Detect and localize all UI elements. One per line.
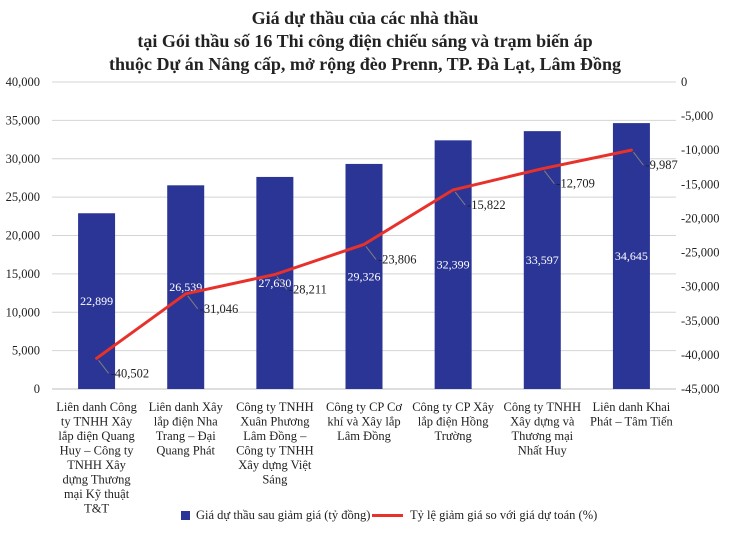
bar-value-label: 22,899 xyxy=(80,294,113,308)
line-series xyxy=(95,148,633,360)
bar-value-label: 27,630 xyxy=(258,276,291,290)
category-label-line: Công ty CP Xây xyxy=(412,400,495,414)
chart-title-line-1: Giá dự thầu của các nhà thầu xyxy=(252,8,479,28)
bar xyxy=(612,123,650,390)
leader-line xyxy=(187,295,199,310)
line-value-label: -31,046 xyxy=(200,302,239,316)
right-tick-label: -15,000 xyxy=(681,177,720,191)
category-label: Công ty TNHH Xuân Phương Lâm Đồng – Công ty… xyxy=(236,400,314,487)
right-tick-label: -35,000 xyxy=(681,314,720,328)
right-tick-label: -10,000 xyxy=(681,143,720,157)
bar xyxy=(256,176,294,389)
category-label-line: lắp điện Quang xyxy=(58,429,135,443)
leader-line xyxy=(98,360,109,374)
category-label-line: Công ty TNHH xyxy=(236,400,314,414)
line-value-label: -23,806 xyxy=(378,252,417,266)
category-label-line: mại Kỹ thuật xyxy=(64,487,130,501)
category-label-line: Trang – Đại xyxy=(156,429,216,443)
right-tick-label: -25,000 xyxy=(681,246,720,260)
right-axis: 0 -5,000 -10,000 -15,000 -20,000 -25,000 -30,0… xyxy=(681,75,720,396)
left-tick-label: 20,000 xyxy=(6,229,40,243)
left-axis: 0 5,000 10,000 15,000 20,000 25,000 30,000 35,0… xyxy=(6,75,40,396)
legend: Giá dự thầu sau giảm giá (tỷ đồng) Tỷ lệ… xyxy=(181,508,597,522)
category-label-line: Sáng xyxy=(262,473,288,487)
category-label-line: Quang Phát xyxy=(156,444,215,458)
left-tick-label: 35,000 xyxy=(6,113,40,127)
legend-line-label: Tỷ lệ giảm giá so với giá dự toán (%) xyxy=(410,508,597,522)
line-value-label: -15,822 xyxy=(467,198,506,212)
leader-line xyxy=(365,246,377,260)
bar xyxy=(345,163,383,389)
right-tick-label: -30,000 xyxy=(681,280,720,294)
category-label-line: dựng Thương xyxy=(62,473,131,487)
leader-line xyxy=(543,170,555,185)
category-label: Liên danh Công ty TNHH Xây lắp điện Quang H… xyxy=(56,400,137,516)
category-label-line: Liên danh Khai xyxy=(593,400,671,414)
bar-series xyxy=(78,123,650,390)
bar xyxy=(434,140,472,389)
chart-title-line-3: thuộc Dự án Nâng cấp, mở rộng đèo Prenn,… xyxy=(109,54,621,74)
category-label-line: Nhất Huy xyxy=(518,444,568,458)
category-label-line: Lâm Đồng xyxy=(337,429,392,443)
category-label-line: T&T xyxy=(84,502,109,516)
bar-value-label: 34,645 xyxy=(615,249,648,263)
left-tick-label: 25,000 xyxy=(6,190,40,204)
line-path xyxy=(95,148,633,360)
category-label-line: Thương mại xyxy=(511,429,573,443)
right-tick-label: 0 xyxy=(681,75,687,89)
right-tick-label: -20,000 xyxy=(681,211,720,225)
category-label-line: Công ty TNHH xyxy=(504,400,582,414)
category-label-line: Trường xyxy=(435,429,473,443)
left-tick-label: 0 xyxy=(34,382,40,396)
line-value-label: -40,502 xyxy=(111,366,150,380)
left-tick-label: 5,000 xyxy=(12,344,40,358)
category-label-line: Phát – Tâm Tiến xyxy=(590,415,674,429)
left-tick-label: 15,000 xyxy=(6,267,40,281)
category-label-line: Xây dựng và xyxy=(510,415,575,429)
category-label-line: TNHH Xây xyxy=(67,458,126,472)
category-label: Công ty CP Xây lắp điện Hồng Trường xyxy=(412,400,495,443)
category-label-line: Xây dựng Việt xyxy=(238,458,312,472)
left-tick-label: 40,000 xyxy=(6,75,40,89)
category-label-line: khí và Xây lắp xyxy=(327,415,400,429)
right-tick-label: -40,000 xyxy=(681,348,720,362)
leader-line xyxy=(276,276,288,290)
category-label: Liên danh Khai Phát – Tâm Tiến xyxy=(590,400,674,429)
category-label-line: Công ty TNHH xyxy=(236,444,314,458)
category-label-line: Công ty CP Cơ xyxy=(326,400,402,414)
category-label-line: Huy – Công ty xyxy=(60,444,135,458)
category-label-line: Liên danh Công xyxy=(56,400,137,414)
legend-bar-swatch xyxy=(181,511,190,520)
left-tick-label: 10,000 xyxy=(6,305,40,319)
leader-line xyxy=(454,191,466,206)
category-label-line: Lâm Đồng – xyxy=(243,429,307,443)
line-value-label: -28,211 xyxy=(289,282,327,296)
chart-title-line-2: tại Gói thầu số 16 Thi công điện chiếu s… xyxy=(137,31,592,51)
bar xyxy=(167,185,205,389)
category-label: Công ty CP Cơ khí và Xây lắp Lâm Đồng xyxy=(326,400,402,443)
right-tick-label: -5,000 xyxy=(681,109,713,123)
legend-bar-label: Giá dự thầu sau giảm giá (tỷ đồng) xyxy=(196,508,370,522)
category-label: Liên danh Xây lắp điện Nha Trang – Đại Quan… xyxy=(149,400,224,458)
line-value-label: -9,987 xyxy=(645,158,677,172)
category-label: Công ty TNHH Xây dựng và Thương mại Nhất Hu… xyxy=(504,400,582,458)
category-label-line: lắp điện Nha xyxy=(154,415,218,429)
category-label-line: Xuân Phương xyxy=(240,415,310,429)
chart-title: Giá dự thầu của các nhà thầu tại Gói thầ… xyxy=(109,8,621,74)
category-label-line: lắp điện Hồng xyxy=(418,415,490,429)
line-value-label: -12,709 xyxy=(556,177,595,191)
category-label-line: Liên danh Xây xyxy=(149,400,224,414)
line-value-labels: -40,502 -31,046 -28,211 -23,806 -15,822 -12,7… xyxy=(98,151,678,380)
category-labels: Liên danh Công ty TNHH Xây lắp điện Quang H… xyxy=(56,400,673,516)
bar-value-label: 33,597 xyxy=(526,253,559,267)
right-tick-label: -45,000 xyxy=(681,382,720,396)
bar xyxy=(523,131,561,390)
category-label-line: ty TNHH Xây xyxy=(61,415,133,429)
bar-value-label: 32,399 xyxy=(437,258,470,272)
bar-value-label: 29,326 xyxy=(348,269,381,283)
left-tick-label: 30,000 xyxy=(6,152,40,166)
leader-line xyxy=(633,151,644,166)
